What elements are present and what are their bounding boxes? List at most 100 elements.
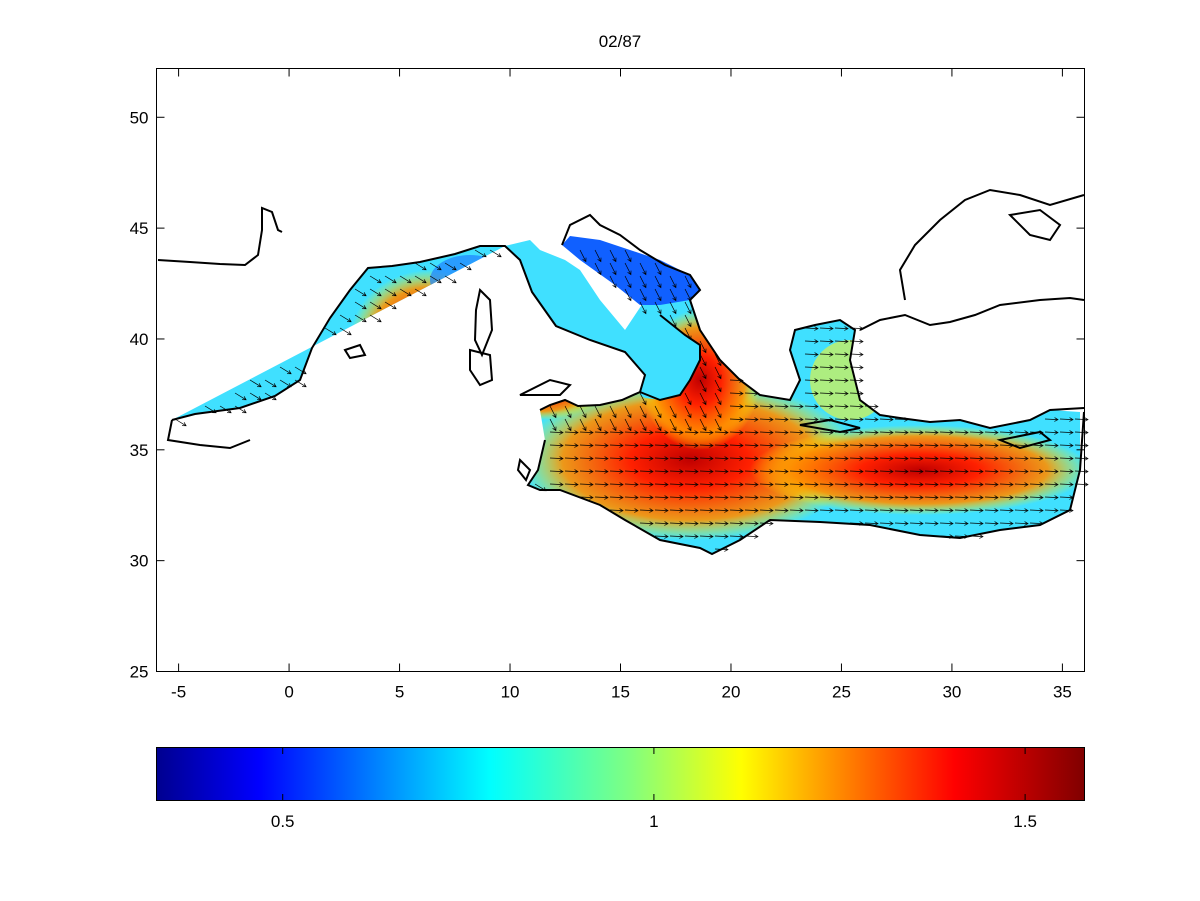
vector-arrow bbox=[369, 314, 382, 323]
vector-arrow bbox=[894, 495, 909, 500]
vector-arrow bbox=[849, 469, 864, 474]
vector-arrow bbox=[579, 405, 587, 419]
colorbar-tick-label: 1.5 bbox=[1013, 812, 1037, 831]
vector-arrow bbox=[354, 288, 367, 297]
vector-arrow bbox=[654, 418, 662, 432]
vector-arrow bbox=[774, 469, 789, 474]
vector-arrow bbox=[699, 495, 714, 500]
vector-arrow bbox=[594, 495, 609, 500]
vector-arrow bbox=[654, 262, 662, 276]
vector-arrow bbox=[699, 392, 707, 406]
vector-arrow bbox=[549, 430, 564, 435]
vector-arrow bbox=[654, 430, 669, 435]
vector-arrow bbox=[954, 508, 969, 513]
vector-arrow bbox=[579, 430, 594, 435]
vector-arrow bbox=[684, 301, 692, 315]
vector-arrow bbox=[624, 495, 639, 500]
x-tick-label: 20 bbox=[722, 683, 741, 702]
vector-arrow bbox=[669, 456, 684, 461]
vector-arrow bbox=[834, 443, 849, 448]
vector-arrow bbox=[999, 521, 1014, 526]
vector-arrow bbox=[954, 482, 969, 487]
vector-arrow bbox=[594, 456, 609, 461]
vector-arrow bbox=[654, 275, 662, 289]
vector-arrow bbox=[549, 456, 564, 461]
vector-arrow bbox=[609, 495, 624, 500]
vector-arrow bbox=[684, 418, 692, 432]
vector-arrow bbox=[729, 469, 744, 474]
vector-arrow bbox=[654, 534, 669, 539]
vector-arrow bbox=[1014, 508, 1029, 513]
vector-arrow bbox=[969, 443, 984, 448]
x-tick-label: 0 bbox=[284, 683, 293, 702]
vector-arrow bbox=[804, 469, 819, 474]
vector-arrow bbox=[969, 508, 984, 513]
vector-arrow bbox=[909, 482, 924, 487]
x-tick-label: 5 bbox=[395, 683, 404, 702]
vector-arrow bbox=[819, 339, 834, 344]
vector-arrow bbox=[789, 443, 804, 448]
vector-arrow bbox=[684, 495, 699, 500]
vector-arrow bbox=[744, 521, 759, 526]
vector-arrow bbox=[804, 443, 819, 448]
vector-arrow bbox=[924, 521, 939, 526]
vector-arrow bbox=[444, 275, 457, 284]
vector-arrow bbox=[894, 521, 909, 526]
vector-arrow bbox=[999, 456, 1014, 461]
vector-arrow bbox=[1059, 469, 1074, 474]
vector-arrow bbox=[834, 495, 849, 500]
vector-arrow bbox=[429, 275, 442, 284]
vector-arrow bbox=[489, 249, 502, 258]
vector-arrow bbox=[624, 456, 639, 461]
vector-arrow bbox=[819, 404, 834, 409]
vector-arrow bbox=[624, 443, 639, 448]
vector-arrow bbox=[714, 495, 729, 500]
vector-arrow bbox=[759, 469, 774, 474]
vector-arrow bbox=[414, 288, 427, 297]
vector-arrow bbox=[714, 469, 729, 474]
vector-arrow bbox=[819, 456, 834, 461]
colorbar-tick-label: 1 bbox=[649, 812, 658, 831]
vector-arrow bbox=[804, 456, 819, 461]
vector-arrow bbox=[804, 495, 819, 500]
vector-arrow bbox=[819, 352, 834, 357]
vector-arrow bbox=[564, 482, 579, 487]
vector-arrow bbox=[474, 249, 487, 258]
vector-arrow bbox=[684, 405, 692, 419]
vector-arrow bbox=[1074, 417, 1089, 422]
vector-arrow bbox=[579, 443, 594, 448]
vector-arrow bbox=[654, 508, 669, 513]
vector-arrow bbox=[729, 417, 744, 422]
vector-arrow bbox=[639, 405, 647, 419]
vector-arrow bbox=[414, 275, 427, 284]
vector-arrow bbox=[984, 456, 999, 461]
vector-arrow bbox=[999, 469, 1014, 474]
vector-arrow bbox=[414, 262, 427, 271]
vector-arrow bbox=[759, 482, 774, 487]
vector-arrow bbox=[939, 456, 954, 461]
vector-arrow bbox=[564, 469, 579, 474]
colorbar: 0.5 1 1.5 bbox=[156, 747, 1085, 831]
vector-arrow bbox=[864, 521, 879, 526]
vector-arrow bbox=[609, 469, 624, 474]
vector-arrow bbox=[594, 482, 609, 487]
vector-arrow bbox=[924, 430, 939, 435]
vector-arrow bbox=[834, 417, 849, 422]
vector-arrow bbox=[924, 443, 939, 448]
y-tick-label: 35 bbox=[130, 441, 149, 460]
vector-arrow bbox=[879, 456, 894, 461]
vector-arrow bbox=[909, 521, 924, 526]
vector-arrow bbox=[819, 326, 834, 331]
vector-arrow bbox=[729, 534, 744, 539]
vector-arrow bbox=[639, 301, 647, 315]
vector-arrow bbox=[744, 495, 759, 500]
vector-arrow bbox=[549, 482, 564, 487]
vector-arrow bbox=[594, 405, 602, 419]
vector-arrow bbox=[714, 379, 722, 393]
vector-arrow bbox=[999, 430, 1014, 435]
vector-arrow bbox=[759, 404, 774, 409]
vector-arrow bbox=[714, 443, 729, 448]
vector-arrow bbox=[264, 392, 277, 401]
vector-arrow bbox=[594, 469, 609, 474]
vector-arrow bbox=[879, 508, 894, 513]
